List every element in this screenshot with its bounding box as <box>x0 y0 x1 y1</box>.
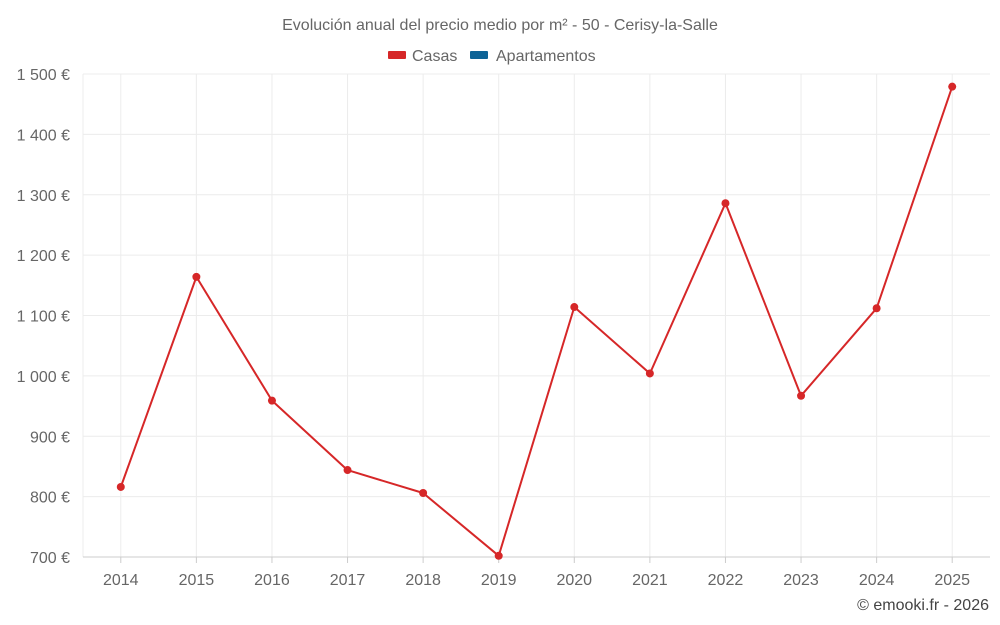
x-tick-label: 2017 <box>330 572 366 589</box>
series-line-casas <box>119 86 954 557</box>
data-point[interactable] <box>192 272 201 281</box>
grid-layer <box>82 73 990 557</box>
y-tick-label: 700 € <box>30 550 70 567</box>
data-point[interactable] <box>116 482 125 491</box>
data-point[interactable] <box>267 396 276 405</box>
data-point[interactable] <box>797 391 806 400</box>
x-tick-label: 2021 <box>632 572 668 589</box>
y-tick-label: 1 500 € <box>17 67 70 84</box>
data-point[interactable] <box>570 303 579 312</box>
data-point[interactable] <box>721 199 730 208</box>
y-tick-label: 900 € <box>30 429 70 446</box>
chart-title: Evolución anual del precio medio por m² … <box>282 17 718 34</box>
legend-item-casas[interactable]: Casas <box>388 48 457 65</box>
y-tick-label: 1 400 € <box>17 127 70 144</box>
x-tick-label: 2022 <box>708 572 744 589</box>
x-tick-label: 2025 <box>934 572 970 589</box>
x-tick-label: 2023 <box>783 572 819 589</box>
x-tick-label: 2024 <box>859 572 895 589</box>
legend-item-apartamentos[interactable]: Apartamentos <box>470 48 596 65</box>
y-tick-label: 1 300 € <box>17 188 70 205</box>
x-tick-label: 2016 <box>254 572 290 589</box>
x-tick-label: 2015 <box>179 572 215 589</box>
credit-text: © emooki.fr - 2026 <box>857 597 989 614</box>
legend-label-apartamentos: Apartamentos <box>496 48 596 65</box>
x-tick-label: 2014 <box>103 572 139 589</box>
data-point[interactable] <box>948 82 957 91</box>
legend-swatch-casas <box>388 51 406 59</box>
y-tick-label: 800 € <box>30 490 70 507</box>
legend-swatch-apartamentos <box>470 51 488 59</box>
y-tick-label: 1 000 € <box>17 369 70 386</box>
axis-layer: 700 € 800 € 900 € 1 000 € 1 100 € 1 200 € 1 30… <box>17 67 990 589</box>
series-layer <box>116 82 957 560</box>
x-tick-label: 2019 <box>481 572 517 589</box>
legend-label-casas: Casas <box>412 48 457 65</box>
data-point[interactable] <box>343 466 352 475</box>
data-point[interactable] <box>494 551 503 560</box>
x-tick-label: 2020 <box>556 572 592 589</box>
x-tick-label: 2018 <box>405 572 441 589</box>
y-tick-label: 1 100 € <box>17 309 70 326</box>
data-point[interactable] <box>419 489 428 498</box>
chart-legend[interactable]: Casas Apartamentos <box>388 48 596 65</box>
data-point[interactable] <box>645 369 654 378</box>
y-tick-label: 1 200 € <box>17 248 70 265</box>
data-point[interactable] <box>872 304 881 313</box>
